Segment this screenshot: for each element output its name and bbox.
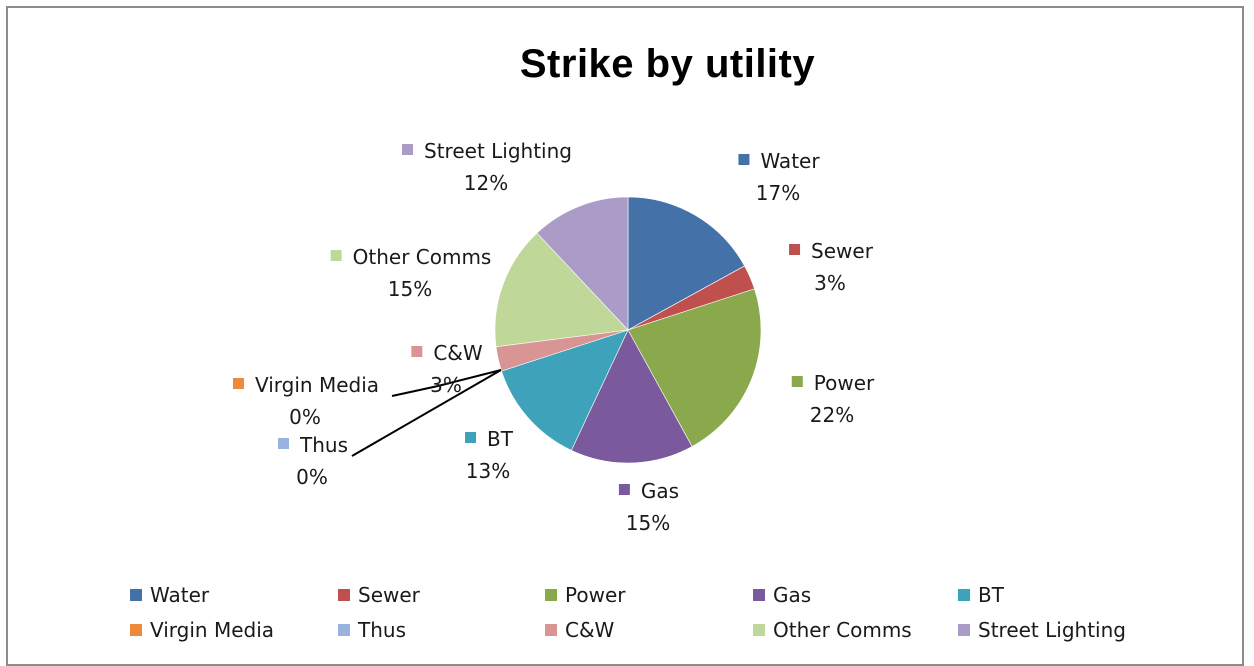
legend-swatch <box>338 624 350 636</box>
data-label-name: C&W <box>433 341 483 365</box>
legend-label: Street Lighting <box>978 618 1126 642</box>
legend-label: Sewer <box>358 583 421 607</box>
data-label-value: 15% <box>626 511 670 535</box>
data-label-value: 22% <box>810 403 854 427</box>
legend-label: Other Comms <box>773 618 912 642</box>
slice-water <box>627 196 745 331</box>
legend-label: BT <box>978 583 1005 607</box>
legend-item-power: Power <box>545 583 626 607</box>
legend-swatch <box>753 589 765 601</box>
slice-other-comms <box>494 232 629 348</box>
data-label-key <box>789 244 801 255</box>
data-label-name: Thus <box>299 433 348 457</box>
data-labels: Water 17% Sewer 3% Power 22% Gas 15% BT 13% Virgin… <box>232 139 875 535</box>
legend-label: Virgin Media <box>150 618 274 642</box>
legend-swatch <box>338 589 350 601</box>
leader-lines <box>351 369 502 457</box>
data-label-thus: Thus 0% <box>278 433 348 489</box>
data-label-name: Other Comms <box>353 245 492 269</box>
legend-label: Power <box>565 583 626 607</box>
data-label-name: Virgin Media <box>255 373 379 397</box>
data-label-key <box>278 438 289 449</box>
legend-swatch <box>545 589 557 601</box>
data-label-value: 0% <box>296 465 328 489</box>
data-label-value: 17% <box>756 181 800 205</box>
leader-line-thus <box>351 369 502 457</box>
legend-item-water: Water <box>130 583 210 607</box>
data-label-value: 3% <box>430 373 462 397</box>
data-label-name: Street Lighting <box>424 139 572 163</box>
data-label-candw: C&W 3% <box>411 341 483 397</box>
data-label-key <box>411 346 423 357</box>
legend-label: C&W <box>565 618 615 642</box>
legend-item-other-comms: Other Comms <box>753 618 912 642</box>
legend-swatch <box>753 624 765 636</box>
slice-gas <box>570 329 693 464</box>
data-label-value: 3% <box>814 271 846 295</box>
data-label-name: Sewer <box>811 239 874 263</box>
data-label-power: Power 22% <box>791 371 875 427</box>
data-label-value: 13% <box>466 459 510 483</box>
chart-title: Strike by utility <box>519 42 816 86</box>
data-label-street-lighting: Street Lighting 12% <box>402 139 572 195</box>
pie-slices <box>494 196 762 464</box>
slice-bt <box>501 329 629 451</box>
legend-item-candw: C&W <box>545 618 615 642</box>
data-label-key <box>232 378 244 389</box>
data-label-name: BT <box>487 427 514 451</box>
data-label-key <box>465 432 477 443</box>
slice-street-lighting <box>536 196 629 331</box>
legend-item-sewer: Sewer <box>338 583 421 607</box>
data-label-key <box>402 144 414 155</box>
legend-item-street-lighting: Street Lighting <box>958 618 1126 642</box>
legend-label: Gas <box>773 583 811 607</box>
data-label-gas: Gas 15% <box>618 479 679 535</box>
legend-item-virgin-media: Virgin Media <box>130 618 274 642</box>
data-label-key <box>738 154 750 165</box>
data-label-key <box>330 250 342 261</box>
legend-item-gas: Gas <box>753 583 811 607</box>
legend-swatch <box>958 589 970 601</box>
legend-label: Thus <box>357 618 406 642</box>
data-label-value: 12% <box>464 171 508 195</box>
data-label-water: Water 17% <box>738 149 820 205</box>
data-label-bt: BT 13% <box>465 427 514 483</box>
legend: Water Sewer Power Gas BT Virgin Media Thus C&W O… <box>130 583 1126 642</box>
legend-label: Water <box>150 583 210 607</box>
legend-swatch <box>958 624 970 636</box>
data-label-name: Gas <box>641 479 679 503</box>
data-label-key <box>791 376 803 387</box>
data-label-virgin-media: Virgin Media 0% <box>232 373 379 429</box>
legend-swatch <box>130 624 142 636</box>
legend-swatch <box>545 624 557 636</box>
legend-item-thus: Thus <box>338 618 406 642</box>
data-label-name: Water <box>760 149 820 173</box>
data-label-sewer: Sewer 3% <box>789 239 874 295</box>
data-label-name: Power <box>814 371 875 395</box>
leader-line-virgin-media <box>391 369 502 397</box>
pie-chart: Water 17% Sewer 3% Power 22% Gas 15% BT 13% Virgin… <box>130 139 1126 642</box>
data-label-value: 0% <box>289 405 321 429</box>
data-label-other-comms: Other Comms 15% <box>330 245 492 301</box>
slice-power <box>627 288 762 447</box>
legend-swatch <box>130 589 142 601</box>
data-label-key <box>618 484 630 495</box>
legend-item-bt: BT <box>958 583 1005 607</box>
data-label-value: 15% <box>388 277 432 301</box>
